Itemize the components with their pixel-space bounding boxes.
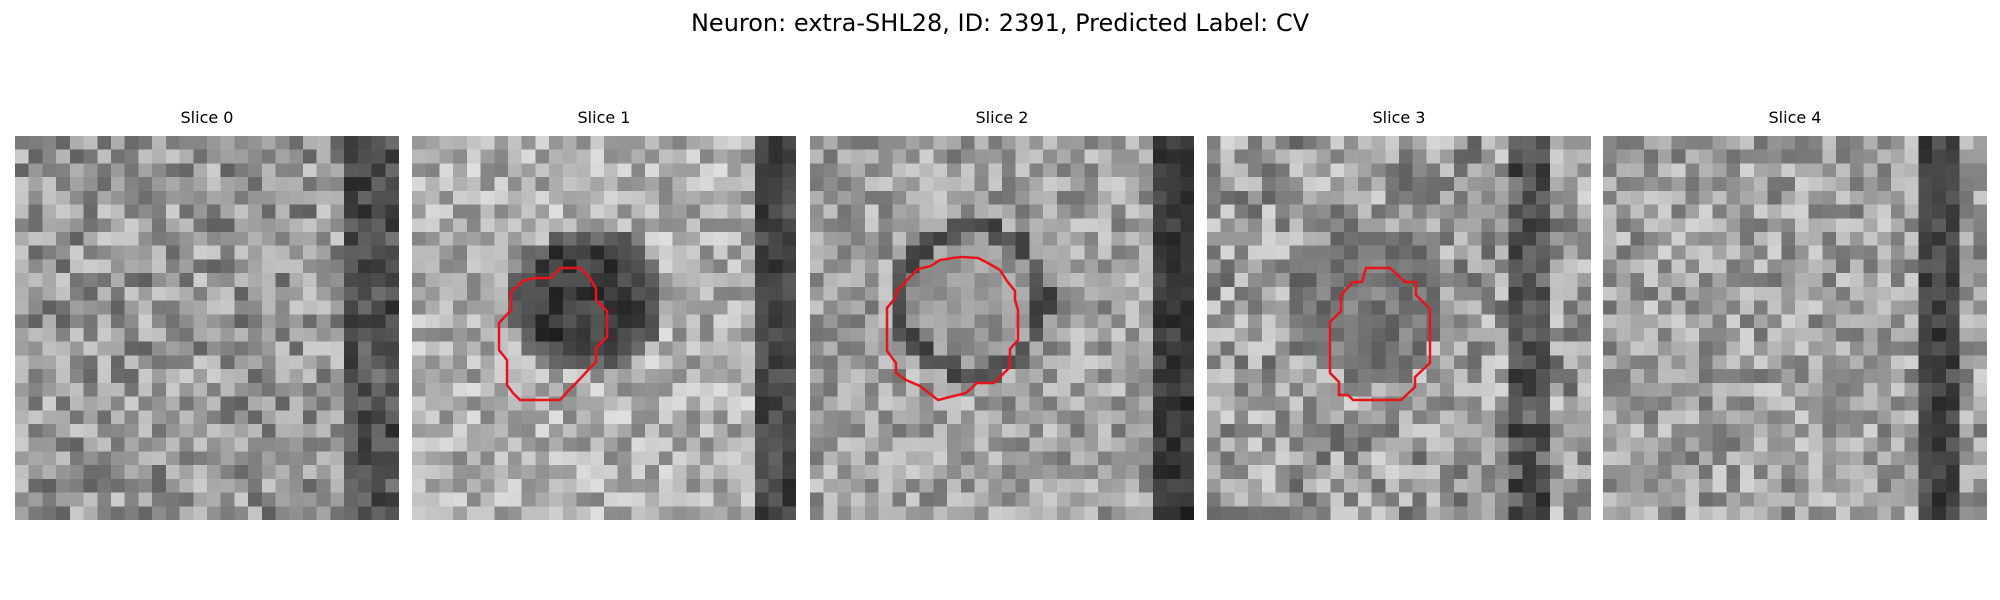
- roi-contour: [1328, 266, 1432, 402]
- slice-title-3: Slice 3: [1372, 108, 1426, 127]
- slice-title-4: Slice 4: [1768, 108, 1822, 127]
- slice-panel-2: Slice 2: [810, 108, 1194, 520]
- slice-image-2: [810, 136, 1194, 520]
- slice-title-2: Slice 2: [975, 108, 1029, 127]
- slice-image-0: [15, 136, 399, 520]
- slice-image-4: [1603, 136, 1987, 520]
- slice-title-1: Slice 1: [577, 108, 631, 127]
- slice-image-1: [412, 136, 796, 520]
- slice-panel-0: Slice 0: [15, 108, 399, 520]
- roi-contour: [497, 266, 609, 402]
- slice-image-3: [1207, 136, 1591, 520]
- roi-contour: [885, 255, 1020, 402]
- figure-title: Neuron: extra-SHL28, ID: 2391, Predicted…: [690, 9, 1310, 37]
- slice-title-0: Slice 0: [180, 108, 234, 127]
- slice-panel-4: Slice 4: [1603, 108, 1987, 520]
- slice-panel-1: Slice 1: [412, 108, 796, 520]
- slice-panel-3: Slice 3: [1207, 108, 1591, 520]
